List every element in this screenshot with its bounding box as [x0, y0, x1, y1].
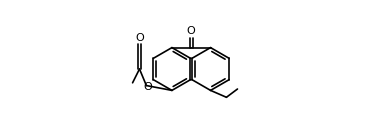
Text: O: O: [187, 26, 196, 36]
Text: O: O: [135, 33, 144, 43]
Text: O: O: [143, 82, 152, 92]
